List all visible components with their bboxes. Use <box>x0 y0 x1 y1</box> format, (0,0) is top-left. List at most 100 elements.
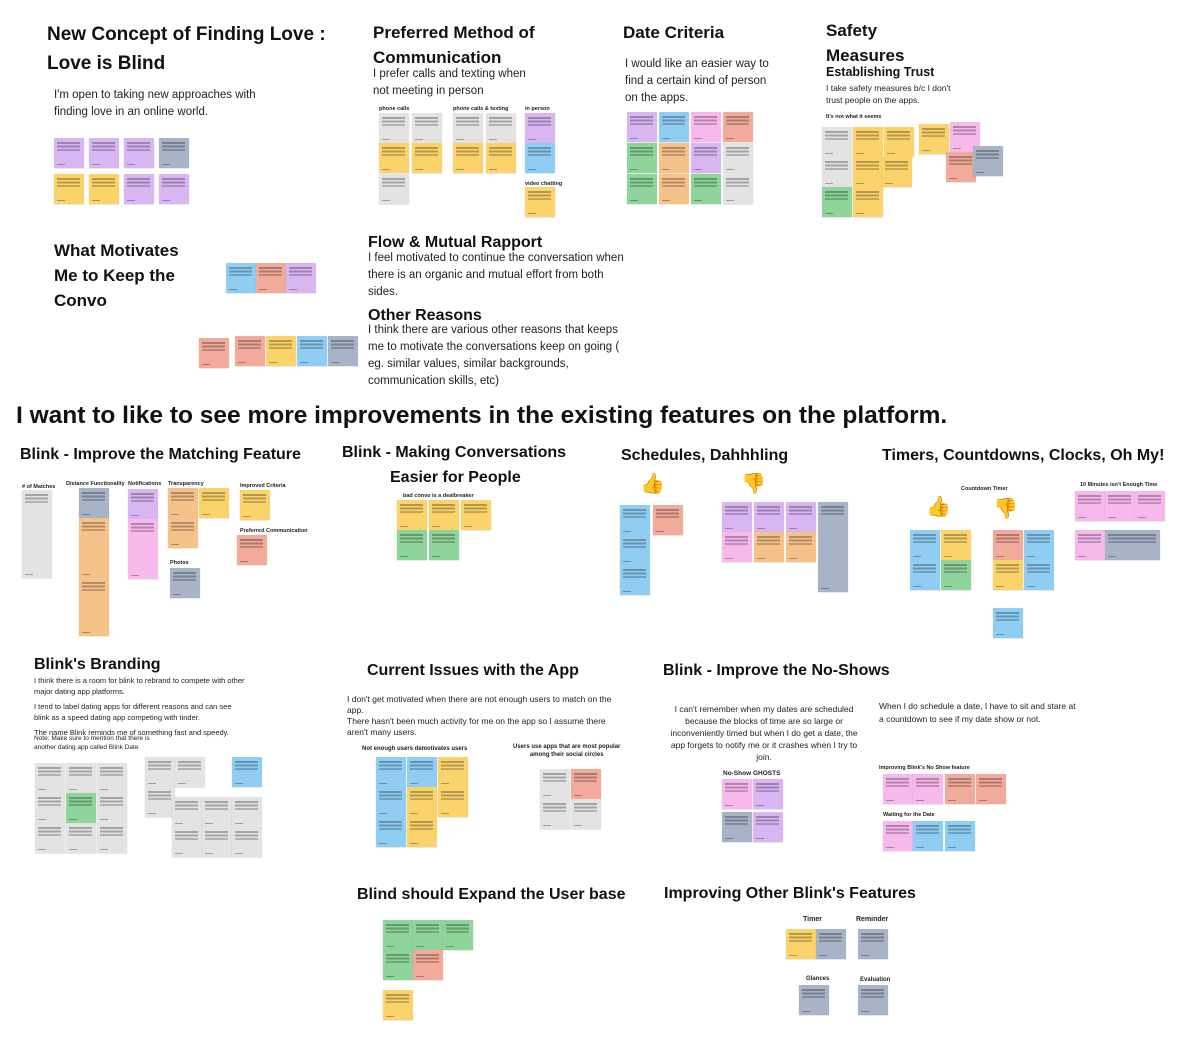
sticky-note[interactable] <box>571 769 601 799</box>
sticky-note[interactable] <box>297 336 327 366</box>
sticky-note[interactable] <box>379 113 409 143</box>
sticky-note[interactable] <box>786 929 816 959</box>
sticky-note[interactable] <box>79 518 109 578</box>
sticky-note[interactable] <box>145 787 175 817</box>
sticky-note[interactable] <box>407 757 437 787</box>
sticky-note[interactable] <box>412 143 442 173</box>
sticky-note[interactable] <box>853 157 883 187</box>
sticky-note[interactable] <box>124 174 154 204</box>
sticky-note[interactable] <box>97 763 127 793</box>
sticky-note[interactable] <box>858 985 888 1015</box>
sticky-note[interactable] <box>376 787 406 817</box>
sticky-note[interactable] <box>525 143 555 173</box>
sticky-note[interactable] <box>913 774 943 804</box>
sticky-note[interactable] <box>722 532 752 562</box>
sticky-note[interactable] <box>884 127 914 157</box>
sticky-note[interactable] <box>237 535 267 565</box>
sticky-note[interactable] <box>1075 491 1105 521</box>
sticky-note[interactable] <box>89 174 119 204</box>
sticky-note[interactable] <box>753 812 783 842</box>
sticky-note[interactable] <box>429 530 459 560</box>
sticky-note[interactable] <box>145 757 175 787</box>
sticky-note[interactable] <box>97 823 127 853</box>
sticky-note[interactable] <box>620 565 650 595</box>
sticky-note[interactable] <box>202 797 232 827</box>
sticky-note[interactable] <box>753 779 783 809</box>
sticky-note[interactable] <box>89 138 119 168</box>
sticky-note[interactable] <box>79 578 109 636</box>
sticky-note[interactable] <box>35 793 65 823</box>
sticky-note[interactable] <box>691 143 721 173</box>
sticky-note[interactable] <box>1135 491 1165 521</box>
sticky-note[interactable] <box>913 821 943 851</box>
sticky-note[interactable] <box>653 505 683 535</box>
sticky-note[interactable] <box>722 502 752 532</box>
sticky-note[interactable] <box>66 793 96 823</box>
sticky-note[interactable] <box>413 950 443 980</box>
sticky-note[interactable] <box>376 817 406 847</box>
sticky-note[interactable] <box>199 338 229 368</box>
sticky-note[interactable] <box>383 950 413 980</box>
sticky-note[interactable] <box>22 490 52 578</box>
sticky-note[interactable] <box>754 502 784 532</box>
sticky-note[interactable] <box>627 112 657 142</box>
sticky-note[interactable] <box>853 187 883 217</box>
sticky-note[interactable] <box>54 138 84 168</box>
sticky-note[interactable] <box>407 787 437 817</box>
sticky-note[interactable] <box>822 157 852 187</box>
sticky-note[interactable] <box>883 821 913 851</box>
sticky-note[interactable] <box>232 797 262 827</box>
sticky-note[interactable] <box>286 263 316 293</box>
sticky-note[interactable] <box>159 174 189 204</box>
sticky-note[interactable] <box>202 827 232 857</box>
sticky-note[interactable] <box>226 263 256 293</box>
sticky-note[interactable] <box>486 143 516 173</box>
sticky-note[interactable] <box>525 113 555 143</box>
sticky-note[interactable] <box>723 143 753 173</box>
sticky-note[interactable] <box>945 774 975 804</box>
sticky-note[interactable] <box>1075 530 1105 560</box>
sticky-note[interactable] <box>453 113 483 143</box>
sticky-note[interactable] <box>620 505 650 535</box>
sticky-note[interactable] <box>691 174 721 204</box>
sticky-note[interactable] <box>376 757 406 787</box>
sticky-note[interactable] <box>993 530 1023 560</box>
sticky-note[interactable] <box>453 143 483 173</box>
sticky-note[interactable] <box>461 500 491 530</box>
sticky-note[interactable] <box>66 763 96 793</box>
sticky-note[interactable] <box>818 502 848 592</box>
sticky-note[interactable] <box>256 263 286 293</box>
sticky-note[interactable] <box>168 518 198 548</box>
sticky-note[interactable] <box>993 608 1023 638</box>
sticky-note[interactable] <box>822 187 852 217</box>
sticky-note[interactable] <box>383 920 413 950</box>
sticky-note[interactable] <box>540 799 570 829</box>
sticky-note[interactable] <box>128 519 158 579</box>
sticky-note[interactable] <box>1024 560 1054 590</box>
sticky-note[interactable] <box>407 817 437 847</box>
sticky-note[interactable] <box>540 769 570 799</box>
sticky-note[interactable] <box>1105 491 1135 521</box>
sticky-note[interactable] <box>412 113 442 143</box>
sticky-note[interactable] <box>973 146 1003 176</box>
sticky-note[interactable] <box>941 530 971 560</box>
sticky-note[interactable] <box>379 143 409 173</box>
sticky-note[interactable] <box>35 763 65 793</box>
sticky-note[interactable] <box>443 920 473 950</box>
sticky-note[interactable] <box>919 124 949 154</box>
sticky-note[interactable] <box>659 143 689 173</box>
sticky-note[interactable] <box>993 560 1023 590</box>
sticky-note[interactable] <box>124 138 154 168</box>
sticky-note[interactable] <box>79 488 109 518</box>
sticky-note[interactable] <box>413 920 443 950</box>
sticky-note[interactable] <box>723 174 753 204</box>
sticky-note[interactable] <box>799 985 829 1015</box>
sticky-note[interactable] <box>66 823 96 853</box>
sticky-note[interactable] <box>910 560 940 590</box>
sticky-note[interactable] <box>659 174 689 204</box>
sticky-note[interactable] <box>1024 530 1054 560</box>
sticky-note[interactable] <box>722 779 752 809</box>
sticky-note[interactable] <box>754 532 784 562</box>
sticky-note[interactable] <box>232 827 262 857</box>
sticky-note[interactable] <box>858 929 888 959</box>
